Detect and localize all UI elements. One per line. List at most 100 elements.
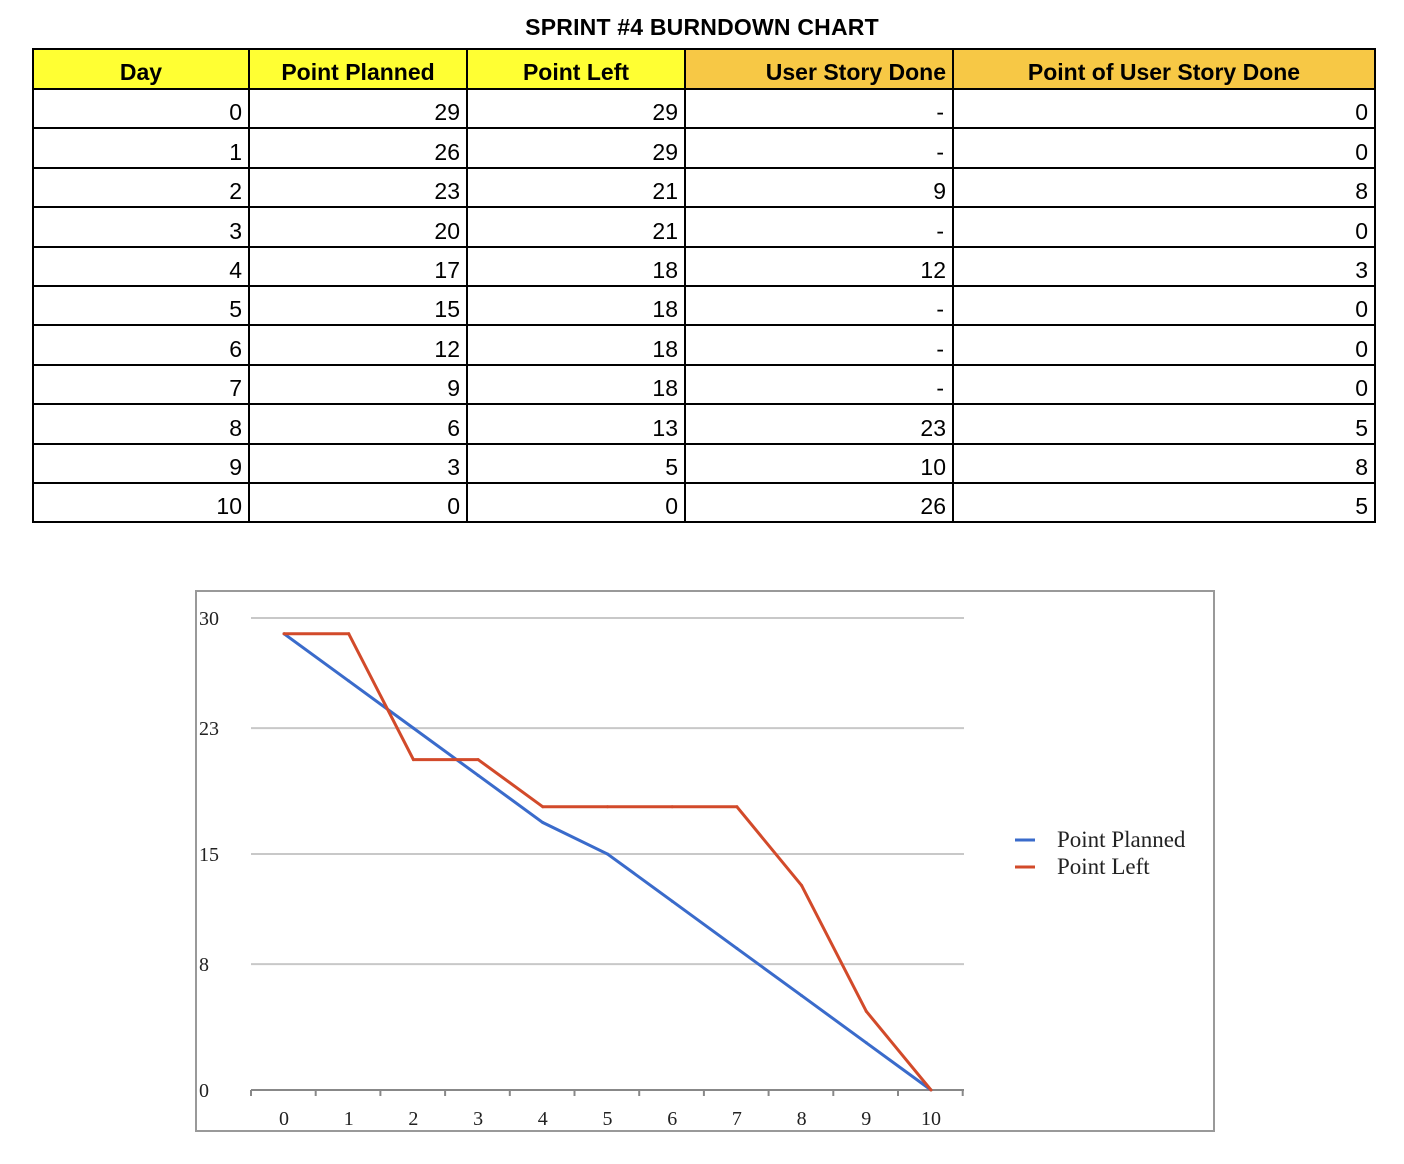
day-cell[interactable]: 1 — [32, 127, 250, 169]
day-cell[interactable]: 4 — [32, 245, 250, 287]
point-of-user-story-done-cell[interactable]: 8 — [952, 166, 1376, 209]
table-header-row: Day Point Planned Point Left User Story … — [32, 48, 1376, 90]
user-story-done-cell[interactable]: 9 — [684, 166, 954, 209]
day-cell[interactable]: 3 — [32, 206, 250, 248]
header-user-story-done[interactable]: User Story Done — [684, 48, 954, 90]
x-tick-label: 4 — [538, 1108, 548, 1130]
table-row: 1 26 29 - 0 — [32, 127, 1376, 169]
user-story-done-cell[interactable]: - — [684, 206, 954, 248]
point-planned-cell[interactable]: 6 — [248, 403, 468, 445]
table-row: 2 23 21 9 8 — [32, 166, 1376, 209]
data-point — [670, 899, 674, 903]
legend-label: Point Planned — [1057, 827, 1186, 852]
point-of-user-story-done-cell[interactable]: 0 — [952, 206, 1376, 248]
burndown-chart-frame[interactable]: 0 8 15 23 30 0 1 2 3 4 5 6 7 8 9 10 Point Planned Point L… — [195, 590, 1215, 1132]
day-cell[interactable]: 6 — [32, 324, 250, 366]
point-of-user-story-done-cell[interactable]: 0 — [952, 363, 1376, 406]
user-story-done-cell[interactable]: 12 — [684, 245, 954, 287]
data-point — [541, 805, 545, 809]
data-point — [541, 821, 545, 825]
data-point — [282, 632, 286, 636]
burndown-table: Day Point Planned Point Left User Story … — [32, 48, 1376, 524]
x-tick-label: 1 — [344, 1108, 354, 1130]
point-planned-cell[interactable]: 15 — [248, 284, 468, 327]
table-row: 4 17 18 12 3 — [32, 245, 1376, 287]
table-row: 0 29 29 - 0 — [32, 87, 1376, 130]
x-tick-label: 9 — [861, 1108, 871, 1130]
user-story-done-cell[interactable]: 10 — [684, 442, 954, 484]
point-left-cell[interactable]: 21 — [466, 166, 686, 209]
point-of-user-story-done-cell[interactable]: 3 — [952, 245, 1376, 287]
point-left-cell[interactable]: 18 — [466, 284, 686, 327]
series-line-point-left — [284, 632, 933, 1091]
point-of-user-story-done-cell[interactable]: 8 — [952, 442, 1376, 484]
point-planned-cell[interactable]: 0 — [248, 481, 468, 524]
y-tick-label: 8 — [199, 954, 209, 976]
point-of-user-story-done-cell[interactable]: 0 — [952, 324, 1376, 366]
x-tick-label: 2 — [408, 1108, 418, 1130]
day-cell[interactable]: 9 — [32, 442, 250, 484]
table-row: 8 6 13 23 5 — [32, 403, 1376, 445]
user-story-done-cell[interactable]: 26 — [684, 481, 954, 524]
data-point — [800, 883, 804, 887]
y-tick-label: 23 — [199, 718, 219, 740]
point-left-cell[interactable]: 13 — [466, 403, 686, 445]
day-cell[interactable]: 10 — [32, 481, 250, 524]
point-left-cell[interactable]: 18 — [466, 363, 686, 406]
user-story-done-cell[interactable]: - — [684, 284, 954, 327]
point-of-user-story-done-cell[interactable]: 0 — [952, 284, 1376, 327]
y-tick-label: 0 — [199, 1080, 209, 1102]
user-story-done-cell[interactable]: - — [684, 363, 954, 406]
data-point — [735, 805, 739, 809]
point-planned-cell[interactable]: 29 — [248, 87, 468, 130]
day-cell[interactable]: 5 — [32, 284, 250, 327]
header-point-left[interactable]: Point Left — [466, 48, 686, 90]
point-planned-cell[interactable]: 26 — [248, 127, 468, 169]
series-line-point-planned — [283, 632, 932, 1092]
y-tick-label: 15 — [199, 844, 219, 866]
day-cell[interactable]: 8 — [32, 403, 250, 445]
table-row: 10 0 0 26 5 — [32, 481, 1376, 524]
data-point — [735, 946, 739, 950]
user-story-done-cell[interactable]: - — [684, 324, 954, 366]
day-cell[interactable]: 2 — [32, 166, 250, 209]
point-of-user-story-done-cell[interactable]: 0 — [952, 87, 1376, 130]
data-point — [347, 632, 351, 636]
table-row: 6 12 18 - 0 — [32, 324, 1376, 366]
sheet-title: SPRINT #4 BURNDOWN CHART — [525, 14, 879, 40]
point-left-cell[interactable]: 5 — [466, 442, 686, 484]
user-story-done-cell[interactable]: 23 — [684, 403, 954, 445]
point-left-cell[interactable]: 18 — [466, 245, 686, 287]
point-left-cell[interactable]: 29 — [466, 127, 686, 169]
x-tick-label: 5 — [603, 1108, 613, 1130]
point-planned-cell[interactable]: 12 — [248, 324, 468, 366]
point-of-user-story-done-cell[interactable]: 5 — [952, 481, 1376, 524]
legend-label: Point Left — [1057, 854, 1150, 879]
user-story-done-cell[interactable]: - — [684, 127, 954, 169]
point-planned-cell[interactable]: 17 — [248, 245, 468, 287]
point-planned-cell[interactable]: 3 — [248, 442, 468, 484]
y-tick-label: 30 — [199, 608, 219, 630]
point-left-cell[interactable]: 29 — [466, 87, 686, 130]
data-point — [864, 1009, 868, 1013]
point-left-cell[interactable]: 21 — [466, 206, 686, 248]
table-row: 3 20 21 - 0 — [32, 206, 1376, 248]
data-point — [800, 994, 804, 998]
user-story-done-cell[interactable]: - — [684, 87, 954, 130]
x-tick-label: 8 — [797, 1108, 807, 1130]
point-of-user-story-done-cell[interactable]: 0 — [952, 127, 1376, 169]
day-cell[interactable]: 0 — [32, 87, 250, 130]
x-tick-label: 3 — [473, 1108, 483, 1130]
point-left-cell[interactable]: 18 — [466, 324, 686, 366]
header-point-planned[interactable]: Point Planned — [248, 48, 468, 90]
data-point — [670, 805, 674, 809]
point-of-user-story-done-cell[interactable]: 5 — [952, 403, 1376, 445]
point-planned-cell[interactable]: 20 — [248, 206, 468, 248]
header-day[interactable]: Day — [32, 48, 250, 90]
header-point-of-user-story-done[interactable]: Point of User Story Done — [952, 48, 1376, 90]
day-cell[interactable]: 7 — [32, 363, 250, 406]
point-planned-cell[interactable]: 23 — [248, 166, 468, 209]
point-planned-cell[interactable]: 9 — [248, 363, 468, 406]
point-left-cell[interactable]: 0 — [466, 481, 686, 524]
